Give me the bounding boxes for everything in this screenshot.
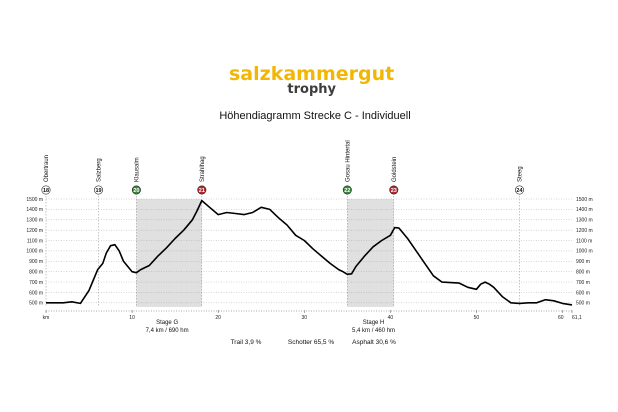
logo-main-text: salzkammergut — [229, 63, 394, 85]
stage-band-2 — [347, 199, 394, 307]
y-tick-right-700: 700 m — [576, 280, 590, 286]
x-tick-label-40: 40 — [388, 315, 394, 321]
y-tick-left-500: 500 m — [29, 301, 43, 307]
grid-layer — [46, 198, 572, 304]
elevation-profile-line — [46, 199, 573, 306]
x-tick-label-10: 10 — [129, 315, 135, 321]
y-tick-left-1400: 1400 m — [26, 207, 43, 213]
x-tick-label-km: km — [43, 315, 50, 321]
y-tick-left-1200: 1200 m — [26, 228, 43, 234]
x-tick-label-60: 60 — [558, 315, 564, 321]
waypoint-number-18: 18 — [43, 188, 49, 194]
stage-detail-2: 5,4 km / 460 hm — [352, 328, 395, 334]
waypoint-name-20: Klausalm — [134, 157, 140, 182]
y-tick-right-900: 900 m — [576, 259, 590, 265]
waypoint-number-19: 19 — [95, 188, 101, 194]
brand-logo: salzkammergut trophy — [229, 63, 394, 97]
waypoint-name-22: Gosau Hintertal — [345, 140, 351, 182]
stage-shading-layer — [136, 199, 394, 307]
y-tick-right-1300: 1300 m — [576, 218, 593, 224]
profile-layer — [46, 199, 573, 306]
stage-detail-1: 7,4 km / 690 hm — [146, 328, 189, 334]
y-tick-left-900: 900 m — [29, 259, 43, 265]
y-tick-right-1000: 1000 m — [576, 249, 593, 255]
waypoint-layer: 18 Obertraun 19 Salzberg 20 Klausalm 21 Strahlh… — [41, 140, 524, 307]
y-tick-right-800: 800 m — [576, 269, 590, 275]
waypoint-name-18: Obertraun — [44, 155, 50, 182]
surface-share-1: Trail 3,9 % — [231, 339, 262, 346]
waypoint-number-20: 20 — [133, 188, 139, 194]
x-tick-label-30: 30 — [301, 315, 307, 321]
y-tick-left-1300: 1300 m — [26, 218, 43, 224]
chart-title: Höhendiagramm Strecke C - Individuell — [219, 110, 410, 122]
y-tick-right-500: 500 m — [576, 301, 590, 307]
waypoint-marker-20 — [131, 185, 141, 195]
surface-share-2: Schotter 65,5 % — [288, 339, 334, 346]
axis-layer: 1500 m 1500 m 1400 m 1400 m 1300 m 1300 m 1200… — [26, 197, 592, 321]
logo-sub-text: trophy — [287, 82, 336, 97]
waypoint-name-21: Strahlhag — [200, 156, 206, 182]
y-tick-left-1500: 1500 m — [26, 197, 43, 203]
waypoint-marker-24 — [514, 185, 524, 195]
waypoint-name-23: Goldstein — [392, 157, 398, 182]
annotation-layer: Stage G 7,4 km / 690 hm Stage H 5,4 km / 46… — [146, 320, 396, 346]
waypoint-name-19: Salzberg — [97, 158, 103, 182]
x-tick-label-50: 50 — [474, 315, 480, 321]
waypoint-number-23: 23 — [391, 188, 397, 194]
stage-name-1: Stage G — [156, 320, 178, 326]
y-tick-left-1100: 1100 m — [27, 238, 43, 244]
y-tick-left-700: 700 m — [29, 280, 43, 286]
y-tick-right-1400: 1400 m — [576, 207, 593, 213]
waypoint-marker-19 — [94, 185, 104, 195]
waypoint-number-24: 24 — [516, 188, 523, 194]
y-tick-left-1000: 1000 m — [26, 249, 43, 255]
waypoint-name-24: Steeg — [517, 166, 523, 182]
stage-band-1 — [136, 199, 202, 307]
x-tick-label-20: 20 — [215, 315, 221, 321]
y-tick-right-600: 600 m — [576, 290, 590, 296]
y-tick-left-600: 600 m — [29, 290, 43, 296]
x-tick-label-61,1: 61,1 — [572, 315, 582, 321]
waypoint-marker-18 — [41, 185, 51, 195]
waypoint-number-22: 22 — [344, 188, 350, 194]
y-tick-right-1200: 1200 m — [576, 228, 593, 234]
stage-name-2: Stage H — [363, 320, 385, 326]
waypoint-marker-21 — [197, 185, 207, 195]
waypoint-marker-23 — [389, 185, 399, 195]
waypoint-number-21: 21 — [199, 188, 205, 194]
y-tick-left-800: 800 m — [29, 269, 43, 275]
y-tick-right-1100: 1100 m — [576, 238, 592, 244]
surface-share-3: Asphalt 30,6 % — [352, 339, 396, 346]
y-tick-right-1500: 1500 m — [576, 197, 593, 203]
waypoint-marker-22 — [342, 185, 352, 195]
